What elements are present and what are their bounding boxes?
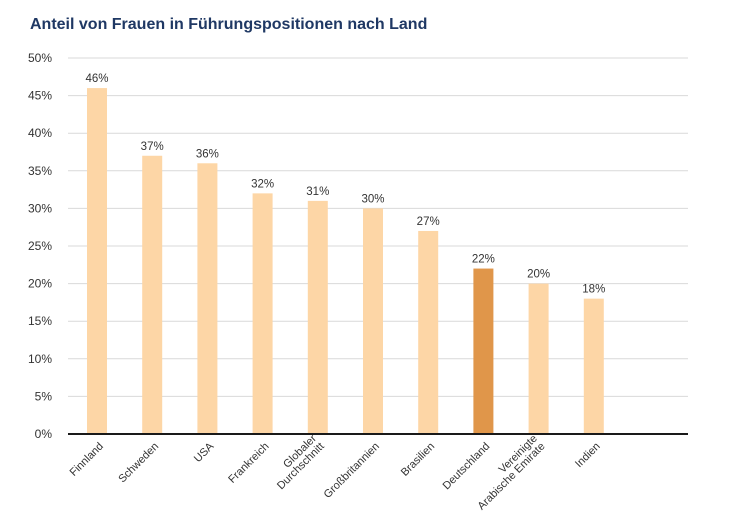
bar	[583, 298, 604, 434]
y-tick-label: 15%	[28, 314, 52, 328]
bar	[473, 268, 494, 434]
category-label-line: Deutschland	[441, 440, 493, 492]
y-tick-label: 5%	[35, 389, 53, 403]
data-label: 20%	[527, 269, 550, 281]
y-tick-label: 0%	[35, 427, 53, 441]
category-labels: Finnland Schweden USA Frankreich GlobalerDur…	[68, 432, 603, 512]
bar	[142, 155, 163, 434]
category-label: Frankreich	[226, 440, 271, 485]
category-label-line: Großbritannien	[322, 440, 382, 500]
data-label: 27%	[417, 216, 440, 228]
category-label: USA	[192, 440, 217, 465]
category-label-line: Indien	[573, 440, 603, 470]
data-label: 37%	[141, 141, 164, 153]
category-label-line: Frankreich	[226, 440, 271, 485]
data-label: 30%	[361, 193, 384, 205]
bar	[197, 163, 218, 434]
category-label: Finnland	[68, 440, 106, 478]
data-label: 18%	[582, 284, 605, 296]
data-label: 32%	[251, 178, 274, 190]
data-label: 22%	[472, 254, 495, 266]
category-label: Brasilien	[399, 440, 437, 478]
category-label-line: Finnland	[68, 440, 106, 478]
bar	[418, 230, 439, 434]
category-label-line: USA	[192, 440, 217, 465]
category-label: Schweden	[116, 440, 161, 485]
y-tick-label: 25%	[28, 239, 52, 253]
bar	[363, 208, 383, 434]
bars	[87, 88, 604, 434]
y-tick-label: 35%	[28, 164, 52, 178]
y-tick-label: 20%	[28, 277, 52, 291]
category-label: Großbritannien	[322, 440, 382, 500]
bar	[87, 88, 107, 434]
bar	[252, 193, 273, 434]
category-label-line: Brasilien	[399, 440, 437, 478]
data-labels: 46% 37% 36% 32% 31% 30% 27% 22% 20% 18%	[85, 73, 605, 296]
bar	[528, 283, 549, 434]
category-label: Deutschland	[441, 440, 493, 492]
data-label: 36%	[196, 148, 219, 160]
data-label: 31%	[306, 186, 329, 198]
chart-title: Anteil von Frauen in Führungspositionen …	[30, 16, 428, 33]
data-label: 46%	[85, 73, 108, 85]
y-tick-label: 40%	[28, 126, 52, 140]
category-label: GlobalerDurchschnitt	[267, 432, 327, 492]
y-tick-label: 10%	[28, 352, 52, 366]
y-tick-label: 50%	[28, 51, 52, 65]
y-tick-label: 30%	[28, 201, 52, 215]
y-tick-label: 45%	[28, 89, 52, 103]
y-axis-tick-labels: 0% 5% 10% 15% 20% 25% 30% 35% 40% 45% 50%	[28, 51, 52, 441]
category-label-line: Schweden	[116, 440, 161, 485]
category-label: Indien	[573, 440, 603, 470]
bar	[307, 200, 328, 434]
